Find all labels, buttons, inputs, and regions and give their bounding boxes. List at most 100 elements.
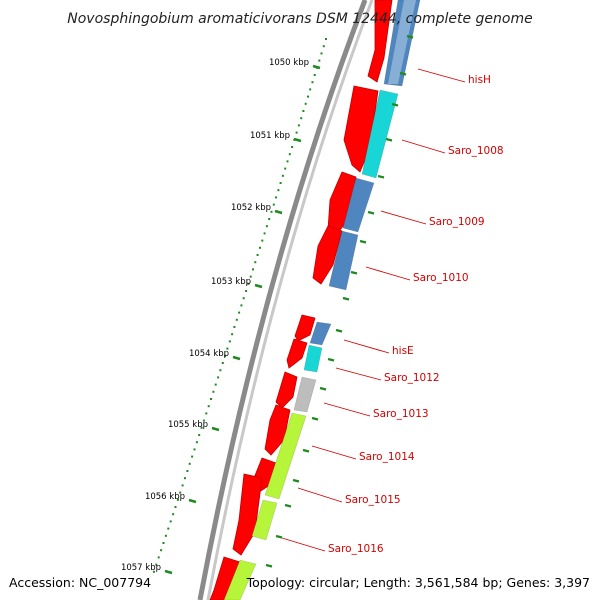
- forward-gene-arrow: [275, 371, 298, 409]
- ruler-dot: [181, 484, 184, 487]
- kbp-tick-label: 1051 kbp: [250, 131, 290, 141]
- gene-labels: hisH Saro_1008 Saro_1009 Saro_1010 hisE Saro_…: [281, 68, 504, 555]
- gene-tick: [292, 478, 300, 483]
- ruler-dot: [221, 362, 224, 364]
- ruler-dot: [212, 390, 215, 393]
- ruler-dot: [286, 160, 289, 163]
- gene-tick: [302, 448, 310, 453]
- gene-leader-line: [297, 487, 343, 503]
- cog-block-saro-1016: [223, 559, 257, 600]
- ruler-dot: [252, 268, 254, 271]
- ruler-dot: [214, 383, 217, 386]
- ruler-dot: [281, 174, 284, 177]
- ruler-dot: [233, 326, 236, 328]
- ruler-dot: [313, 74, 316, 76]
- gene-tick: [319, 386, 327, 391]
- ruler-dot: [157, 556, 160, 559]
- ruler-dot: [318, 59, 321, 62]
- gene-leader-line: [323, 402, 371, 417]
- ruler-dot: [188, 462, 191, 465]
- ruler-dot: [169, 520, 172, 523]
- ruler-dot: [309, 88, 312, 91]
- gene-leader-line: [365, 266, 411, 281]
- gene-label: Saro_1014: [359, 451, 415, 463]
- gene-tick: [284, 503, 292, 508]
- genome-backbone-light: [206, 0, 374, 600]
- gene-label: Saro_1015: [345, 494, 401, 506]
- gene-leader-line: [311, 445, 357, 460]
- ruler-dot: [320, 52, 323, 55]
- gene-tick: [311, 416, 319, 421]
- gene-tick: [399, 71, 407, 76]
- forward-strand-genes: [209, 0, 393, 600]
- kbp-tick-label: 1057 kbp: [121, 563, 161, 573]
- cog-block-saro-1009: [342, 177, 375, 233]
- ruler-dot: [224, 354, 227, 357]
- ruler-dot: [284, 167, 287, 170]
- ruler-dot: [226, 347, 229, 350]
- gene-leader-line: [281, 537, 326, 552]
- gene-tick: [335, 328, 343, 333]
- gene-leader-line: [417, 68, 466, 83]
- cog-block-hise: [309, 321, 332, 346]
- cog-block-saro-1010: [328, 230, 359, 291]
- ruler-dot: [160, 549, 163, 552]
- ruler-dot: [172, 513, 175, 516]
- ruler-dot: [205, 412, 208, 415]
- forward-gene-arrow: [264, 404, 291, 456]
- ruler-dot: [155, 563, 158, 566]
- ruler-dot: [288, 153, 291, 156]
- gene-tick: [359, 239, 367, 244]
- gene-leader-line: [401, 139, 446, 154]
- gene-tick: [265, 563, 273, 568]
- forward-gene-arrow: [367, 0, 393, 83]
- kbp-tick-label: 1055 kbp: [168, 420, 208, 430]
- cog-block-saro-1013: [293, 376, 317, 413]
- ruler-dot: [231, 333, 234, 336]
- ruler-dot: [228, 340, 231, 343]
- kbp-major-ticks: 1050 kbp 1051 kbp 1052 kbp 1053 kbp 1054 kbp…: [121, 58, 321, 575]
- ruler-dot: [200, 426, 203, 429]
- gene-label: hisE: [392, 345, 414, 357]
- kbp-tick: [164, 569, 173, 575]
- cog-block-saro-1015: [251, 499, 278, 541]
- ruler-dot: [152, 570, 155, 573]
- ruler-dot: [207, 405, 210, 408]
- gene-tick: [275, 534, 283, 539]
- ruler-dot: [217, 376, 220, 379]
- ruler-dot: [304, 102, 307, 105]
- ruler-dot: [249, 275, 252, 278]
- ruler-dot: [174, 506, 177, 508]
- ruler-dot: [179, 491, 182, 494]
- ruler-dot: [235, 318, 238, 321]
- ruler-dot: [265, 225, 268, 228]
- kbp-dotted-ruler: [152, 38, 327, 573]
- topology-text: Topology: circular; Length: 3,561,584 bp…: [246, 575, 590, 590]
- ruler-dot: [272, 203, 275, 206]
- kbp-tick: [312, 64, 321, 70]
- gene-leader-line: [335, 367, 382, 381]
- kbp-tick: [254, 283, 263, 289]
- ruler-dot: [259, 246, 261, 249]
- cog-block-saro-1012: [303, 344, 323, 373]
- cog-block-saro-1008: [361, 89, 399, 179]
- ruler-dot: [263, 232, 266, 235]
- ruler-dot: [240, 304, 243, 307]
- gene-tick: [350, 270, 358, 275]
- forward-gene-arrow: [294, 314, 316, 342]
- gene-tick: [406, 34, 414, 39]
- map-title: Novosphingobium aromaticivorans DSM 1244…: [67, 11, 532, 27]
- ruler-dot: [184, 477, 186, 480]
- kbp-tick-label: 1054 kbp: [189, 349, 229, 359]
- ruler-dot: [291, 146, 294, 148]
- ruler-dot: [195, 441, 198, 444]
- ruler-dot: [193, 448, 196, 451]
- kbp-tick-label: 1056 kbp: [145, 492, 185, 502]
- ruler-dot: [311, 81, 314, 84]
- gene-tick: [367, 210, 375, 215]
- gene-label: Saro_1009: [429, 216, 485, 228]
- ruler-dot: [186, 470, 189, 472]
- ruler-dot: [167, 527, 170, 530]
- kbp-tick-label: 1053 kbp: [211, 277, 251, 287]
- ruler-dot: [302, 110, 305, 112]
